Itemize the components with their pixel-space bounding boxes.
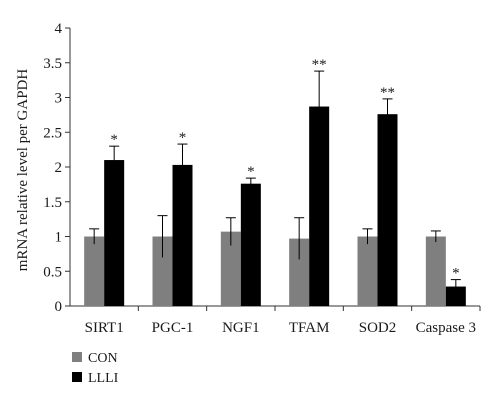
legend-swatch-llli (72, 372, 82, 382)
significance-mark: * (110, 132, 118, 148)
bar-llli (445, 286, 466, 306)
significance-marks-group: * ******* (110, 57, 459, 282)
bar-llli (104, 160, 125, 306)
y-tick-label: 3 (55, 91, 63, 107)
bar-llli (172, 164, 193, 306)
y-tick-label: 3.5 (43, 56, 62, 72)
bar-llli (309, 106, 330, 306)
significance-mark: ** (380, 85, 395, 101)
significance-mark: * (247, 164, 255, 180)
bar-con (425, 236, 446, 306)
x-axis: SIRT1 PGC-1 NGF1 TFAM SOD2 Caspase 3 (70, 305, 481, 336)
bar-con (84, 236, 105, 306)
y-tick-label: 2.5 (43, 125, 62, 141)
y-tick-label: 0.5 (43, 264, 62, 280)
x-category-label: Caspase 3 (416, 320, 476, 336)
bar-llli (377, 114, 398, 307)
legend: CON LLLI (72, 351, 119, 386)
x-category-label: NGF1 (222, 320, 260, 336)
bars-group (84, 106, 466, 307)
bar-con (357, 236, 378, 306)
legend-label-con: CON (88, 351, 118, 366)
bar-con (152, 236, 173, 306)
significance-mark: * (179, 130, 187, 146)
significance-mark: ** (312, 57, 327, 73)
y-tick-label: 0 (55, 299, 63, 315)
legend-swatch-con (72, 352, 82, 362)
bar-con (220, 231, 241, 306)
x-category-label: SOD2 (359, 320, 397, 336)
x-category-label: SIRT1 (85, 320, 124, 336)
error-bars-group (89, 70, 461, 294)
y-axis-label: mRNA relative level per GAPDH (15, 69, 31, 272)
significance-mark: * (452, 266, 460, 282)
y-tick-label: 1 (55, 230, 63, 246)
x-category-label: PGC-1 (152, 320, 194, 336)
y-tick-label: 4 (55, 21, 63, 37)
y-tick-label: 2 (55, 160, 63, 176)
y-axis: 0 0.5 1 1.5 2 2.5 3 3.5 4 (43, 21, 71, 315)
bar-llli (240, 183, 261, 306)
bar-con (289, 238, 310, 306)
legend-label-llli: LLLI (88, 371, 119, 386)
y-tick-label: 1.5 (43, 195, 62, 211)
x-category-label: TFAM (289, 320, 330, 336)
